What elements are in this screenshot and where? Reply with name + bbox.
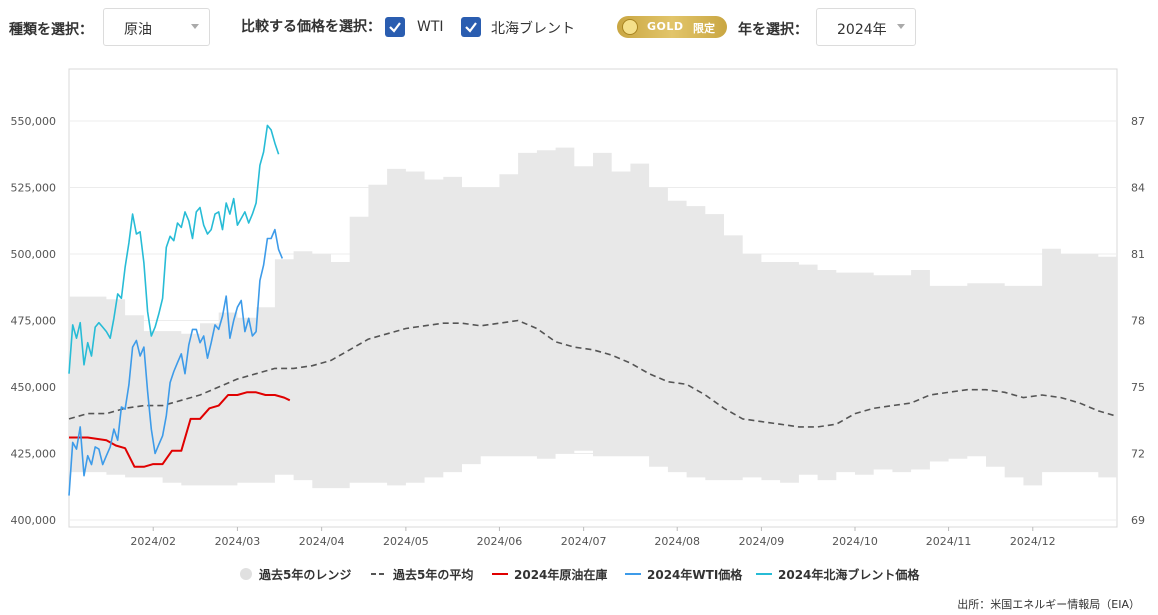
y-left-tick-label: 450,000 [11, 381, 57, 394]
chart: 400,000 425,000 450,000 475,000 500,000 525,0… [11, 68, 1145, 548]
legend-avg-swatch [371, 573, 387, 575]
year-select-value: 2024年 [837, 22, 887, 38]
wti-checkbox[interactable] [385, 17, 405, 37]
coin-icon [622, 19, 638, 35]
x-tick-label: 2024/03 [215, 535, 261, 548]
legend: 過去5年のレンジ 過去5年の平均 2024年原油在庫 2024年WTI価格 20… [0, 566, 1158, 584]
gold-badge-text: GOLD [647, 20, 684, 33]
brent-checkbox-label[interactable]: 北海ブレント [491, 21, 575, 37]
x-tick-label: 2024/04 [299, 535, 345, 548]
legend-range-swatch [240, 568, 252, 580]
inventory-line [69, 391, 291, 468]
legend-range-label: 過去5年のレンジ [259, 568, 352, 582]
series-lines [68, 124, 1118, 496]
x-tick-label: 2024/08 [654, 535, 700, 548]
type-select[interactable]: 原油 [103, 8, 210, 46]
y-left-tick-label: 500,000 [11, 248, 57, 261]
y-axis-left: 400,000 425,000 450,000 475,000 500,000 525,0… [11, 115, 57, 527]
check-icon [465, 22, 477, 33]
brent-line [68, 124, 280, 374]
x-tick-label: 2024/05 [383, 535, 429, 548]
wti-line [68, 228, 284, 496]
range-band [69, 147, 1117, 489]
source-note: 出所：米国エネルギー情報局（EIA） [957, 598, 1140, 611]
y-left-tick-label: 400,000 [11, 514, 57, 527]
legend-wti-swatch [625, 573, 641, 575]
x-tick-label: 2024/02 [130, 535, 176, 548]
y-left-tick-label: 525,000 [11, 182, 57, 195]
legend-brent-label: 2024年北海ブレント価格 [778, 568, 920, 582]
compare-label: 比較する価格を選択： [241, 19, 381, 35]
x-tick-label: 2024/10 [832, 535, 878, 548]
x-tick-label: 2024/07 [561, 535, 607, 548]
y-right-tick-label: 72 [1131, 448, 1145, 461]
y-right-tick-label: 75 [1131, 381, 1145, 394]
x-tick-label: 2024/12 [1010, 535, 1056, 548]
controls-toolbar: 種類を選択： 原油 比較する価格を選択： WTI 北海ブレント GOLD 限定 … [0, 0, 1158, 56]
y-right-tick-label: 69 [1131, 514, 1145, 527]
x-tick-label: 2024/09 [739, 535, 785, 548]
avg-line [68, 319, 1118, 428]
y-axis-right: 69 72 75 78 81 84 87 [1131, 115, 1145, 527]
x-tick-label: 2024/06 [477, 535, 523, 548]
x-tick-label: 2024/11 [926, 535, 972, 548]
y-right-tick-label: 84 [1131, 182, 1145, 195]
legend-avg-label: 過去5年の平均 [393, 568, 474, 582]
legend-inventory-label: 2024年原油在庫 [514, 568, 608, 582]
legend-wti-label: 2024年WTI価格 [647, 568, 743, 582]
y-left-tick-label: 425,000 [11, 448, 57, 461]
type-select-value: 原油 [124, 22, 152, 38]
gold-badge-tag: 限定 [693, 22, 715, 35]
type-select-label: 種類を選択： [9, 22, 93, 38]
x-axis: 2024/02 2024/03 2024/04 2024/05 2024/06 2024/… [130, 527, 1056, 548]
wti-checkbox-label[interactable]: WTI [417, 19, 444, 35]
y-right-tick-label: 78 [1131, 315, 1145, 328]
y-right-tick-label: 87 [1131, 115, 1145, 128]
y-left-tick-label: 550,000 [11, 115, 57, 128]
year-select-label: 年を選択： [738, 22, 808, 38]
range-area [69, 147, 1117, 489]
y-left-tick-label: 475,000 [11, 315, 57, 328]
brent-checkbox[interactable] [461, 17, 481, 37]
year-select[interactable]: 2024年 [816, 8, 916, 46]
legend-inventory-swatch [492, 573, 508, 575]
y-right-tick-label: 81 [1131, 248, 1145, 261]
gold-badge: GOLD 限定 [617, 16, 727, 38]
legend-brent-swatch [756, 573, 772, 575]
chevron-down-icon [191, 24, 199, 29]
check-icon [389, 22, 401, 33]
chevron-down-icon [897, 24, 905, 29]
